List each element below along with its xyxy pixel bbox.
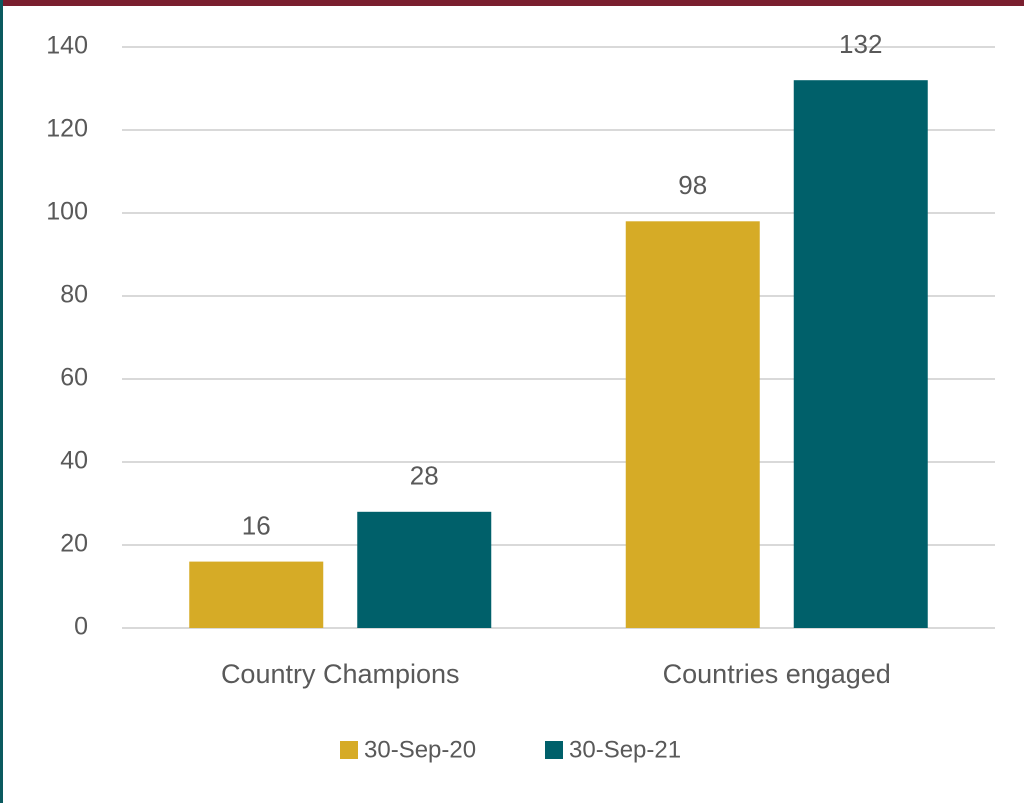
bar <box>357 511 492 628</box>
data-label: 98 <box>678 170 707 200</box>
data-label: 132 <box>839 29 882 59</box>
bar <box>189 561 324 628</box>
legend-label: 30-Sep-20 <box>364 736 476 763</box>
y-tick-label: 120 <box>46 115 88 143</box>
bar <box>625 221 760 629</box>
legend-swatch <box>545 741 563 759</box>
top-border <box>0 0 1024 6</box>
x-tick-label: Country Champions <box>221 659 460 689</box>
y-tick-label: 80 <box>60 281 88 309</box>
legend-label: 30-Sep-21 <box>569 736 681 763</box>
y-tick-label: 140 <box>46 32 88 60</box>
bar <box>793 80 928 628</box>
y-tick-label: 20 <box>60 530 88 558</box>
legend-swatch <box>340 741 358 759</box>
y-tick-label: 60 <box>60 364 88 392</box>
data-label: 28 <box>410 461 439 491</box>
data-label: 16 <box>242 510 271 540</box>
y-tick-label: 40 <box>60 447 88 475</box>
y-tick-label: 100 <box>46 198 88 226</box>
left-border <box>0 0 3 803</box>
y-tick-label: 0 <box>74 613 88 641</box>
x-tick-label: Countries engaged <box>663 659 891 689</box>
